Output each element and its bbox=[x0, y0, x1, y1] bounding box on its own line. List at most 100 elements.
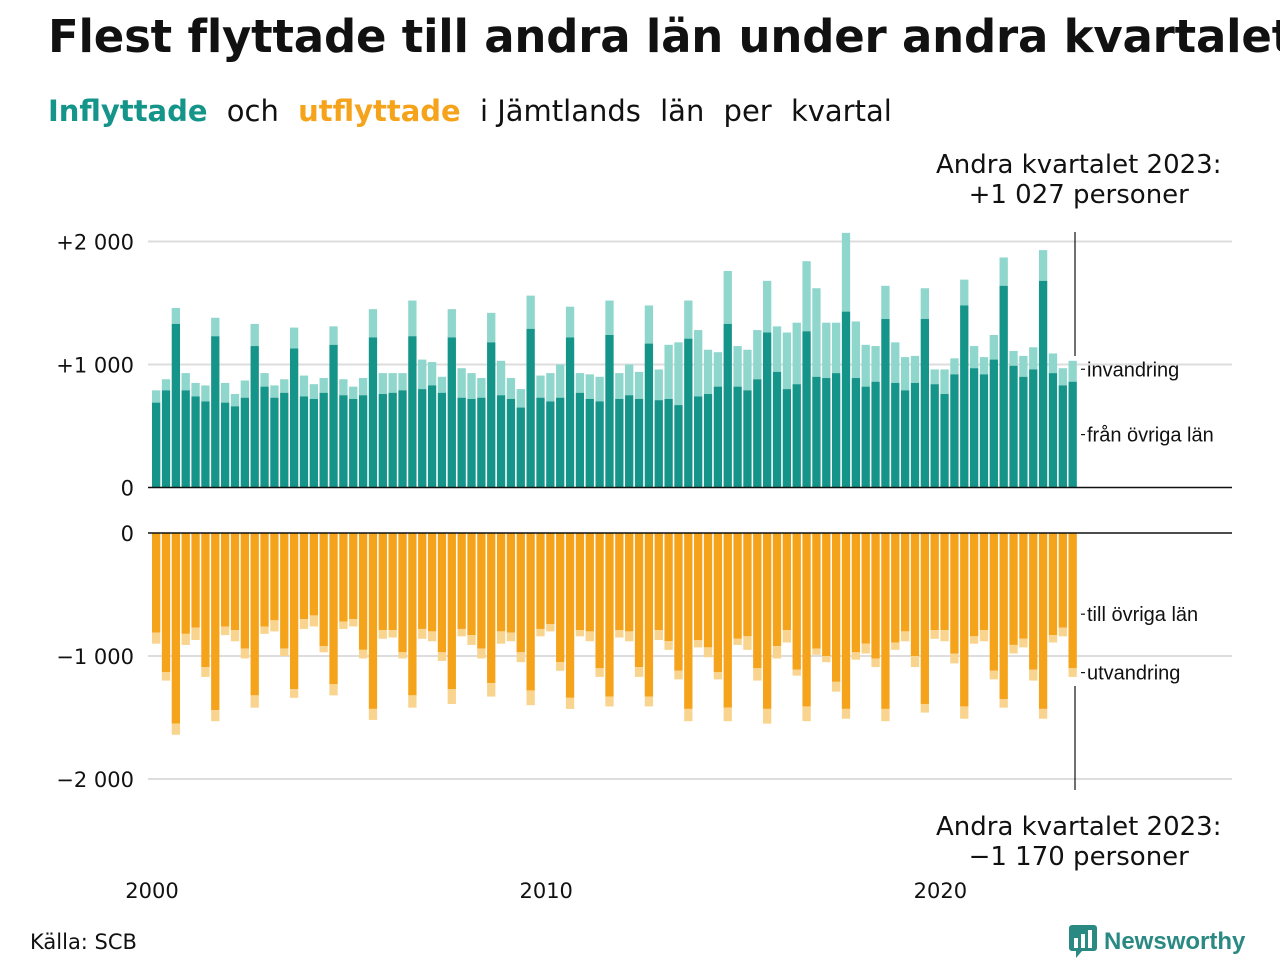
bar-invandring bbox=[1029, 347, 1038, 370]
bar-till-ovriga-lan bbox=[684, 533, 693, 709]
bar-utvandring bbox=[654, 630, 663, 641]
bar-invandring bbox=[447, 309, 456, 338]
bar-utvandring bbox=[1048, 635, 1058, 643]
bar-fran-ovriga-lan bbox=[299, 396, 309, 488]
bar-fran-ovriga-lan bbox=[181, 390, 190, 488]
bar-till-ovriga-lan bbox=[358, 533, 368, 650]
bar-utvandring bbox=[477, 648, 486, 659]
bar-utvandring bbox=[398, 652, 407, 659]
bar-invandring bbox=[694, 330, 703, 397]
bar-utvandring bbox=[802, 706, 811, 722]
bar-invandring bbox=[565, 306, 575, 338]
bar-invandring bbox=[703, 349, 713, 395]
x-tick: 2010 bbox=[519, 879, 572, 903]
bar-invandring bbox=[230, 394, 240, 407]
annotation-bottom-line1: Andra kvartalet 2023: bbox=[936, 812, 1222, 842]
bar-invandring bbox=[556, 364, 565, 398]
bar-till-ovriga-lan bbox=[270, 533, 279, 621]
bar-invandring bbox=[910, 355, 920, 383]
bar-fran-ovriga-lan bbox=[812, 376, 821, 488]
bar-fran-ovriga-lan bbox=[211, 336, 220, 488]
bar-utvandring bbox=[556, 662, 565, 671]
bar-invandring bbox=[664, 344, 673, 399]
bar-fran-ovriga-lan bbox=[152, 402, 161, 488]
bar-utvandring bbox=[713, 671, 723, 680]
bar-invandring bbox=[536, 375, 545, 398]
bar-fran-ovriga-lan bbox=[802, 331, 811, 488]
bar-till-ovriga-lan bbox=[989, 533, 998, 671]
legend-in-other: från övriga län bbox=[1087, 425, 1214, 447]
bar-till-ovriga-lan bbox=[447, 533, 456, 690]
bar-fran-ovriga-lan bbox=[191, 396, 200, 488]
bar-till-ovriga-lan bbox=[1068, 533, 1077, 669]
bar-utvandring bbox=[201, 667, 210, 677]
bar-utvandring bbox=[950, 653, 959, 664]
bar-utvandring bbox=[822, 656, 831, 663]
bar-till-ovriga-lan bbox=[289, 533, 299, 690]
bar-invandring bbox=[496, 360, 506, 396]
bar-invandring bbox=[999, 257, 1008, 286]
bar-fran-ovriga-lan bbox=[664, 398, 673, 488]
bar-fran-ovriga-lan bbox=[644, 343, 654, 488]
bar-till-ovriga-lan bbox=[339, 533, 348, 622]
bar-fran-ovriga-lan bbox=[358, 395, 368, 488]
bar-utvandring bbox=[979, 630, 989, 642]
bar-utvandring bbox=[487, 683, 496, 697]
bar-utvandring bbox=[349, 619, 358, 627]
bar-utvandring bbox=[910, 656, 920, 668]
bar-utvandring bbox=[694, 640, 703, 648]
tick-labels: +2 000 +1 000 0 0 −1 000 −2 000 2000 2010 2020 in… bbox=[56, 231, 1213, 904]
subtitle-region: i Jämtlands bbox=[479, 94, 641, 128]
bar-fran-ovriga-lan bbox=[634, 398, 644, 488]
bar-till-ovriga-lan bbox=[329, 533, 338, 685]
bar-till-ovriga-lan bbox=[615, 533, 624, 631]
brand-logo: Newsworthy bbox=[1068, 924, 1245, 960]
bar-utvandring bbox=[220, 626, 230, 636]
bar-till-ovriga-lan bbox=[516, 533, 525, 653]
bar-utvandring bbox=[516, 652, 525, 663]
bar-invandring bbox=[960, 279, 969, 306]
bar-invandring bbox=[211, 317, 220, 337]
bar-fran-ovriga-lan bbox=[940, 394, 949, 488]
bar-invandring bbox=[634, 371, 644, 399]
bar-till-ovriga-lan bbox=[506, 533, 516, 633]
bar-fran-ovriga-lan bbox=[309, 398, 318, 488]
bar-fran-ovriga-lan bbox=[1048, 373, 1058, 488]
bar-fran-ovriga-lan bbox=[763, 332, 772, 488]
bar-utvandring bbox=[664, 641, 673, 650]
bar-till-ovriga-lan bbox=[536, 533, 545, 629]
bar-invandring bbox=[309, 384, 318, 399]
bar-invandring bbox=[280, 379, 289, 393]
legend-out-other: till övriga län bbox=[1087, 604, 1198, 626]
bar-fran-ovriga-lan bbox=[851, 378, 861, 488]
bar-till-ovriga-lan bbox=[595, 533, 604, 669]
bar-invandring bbox=[408, 300, 417, 337]
bar-utvandring bbox=[250, 695, 259, 708]
bar-utvandring bbox=[1009, 644, 1018, 654]
bar-invandring bbox=[753, 330, 762, 380]
bar-utvandring bbox=[1019, 638, 1028, 648]
bar-utvandring bbox=[457, 628, 466, 637]
bar-invandring bbox=[940, 369, 949, 395]
bar-invandring bbox=[270, 385, 279, 398]
bar-fran-ovriga-lan bbox=[585, 398, 594, 488]
bar-fran-ovriga-lan bbox=[881, 318, 890, 488]
legend-in-total: invandring bbox=[1087, 359, 1179, 381]
bar-till-ovriga-lan bbox=[230, 533, 240, 631]
bar-utvandring bbox=[644, 696, 654, 707]
bar-till-ovriga-lan bbox=[496, 533, 506, 632]
bar-invandring bbox=[920, 288, 929, 319]
bar-fran-ovriga-lan bbox=[999, 285, 1008, 488]
bar-invandring bbox=[388, 373, 397, 393]
bar-fran-ovriga-lan bbox=[240, 397, 249, 488]
bar-invandring bbox=[1058, 368, 1067, 386]
bar-fran-ovriga-lan bbox=[250, 346, 259, 488]
bar-utvandring bbox=[743, 636, 752, 650]
bar-fran-ovriga-lan bbox=[733, 386, 742, 488]
bar-invandring bbox=[161, 379, 171, 391]
bar-invandring bbox=[546, 373, 555, 402]
bar-utvandring bbox=[240, 648, 249, 659]
bar-utvandring bbox=[211, 710, 220, 722]
bar-invandring bbox=[506, 378, 516, 399]
